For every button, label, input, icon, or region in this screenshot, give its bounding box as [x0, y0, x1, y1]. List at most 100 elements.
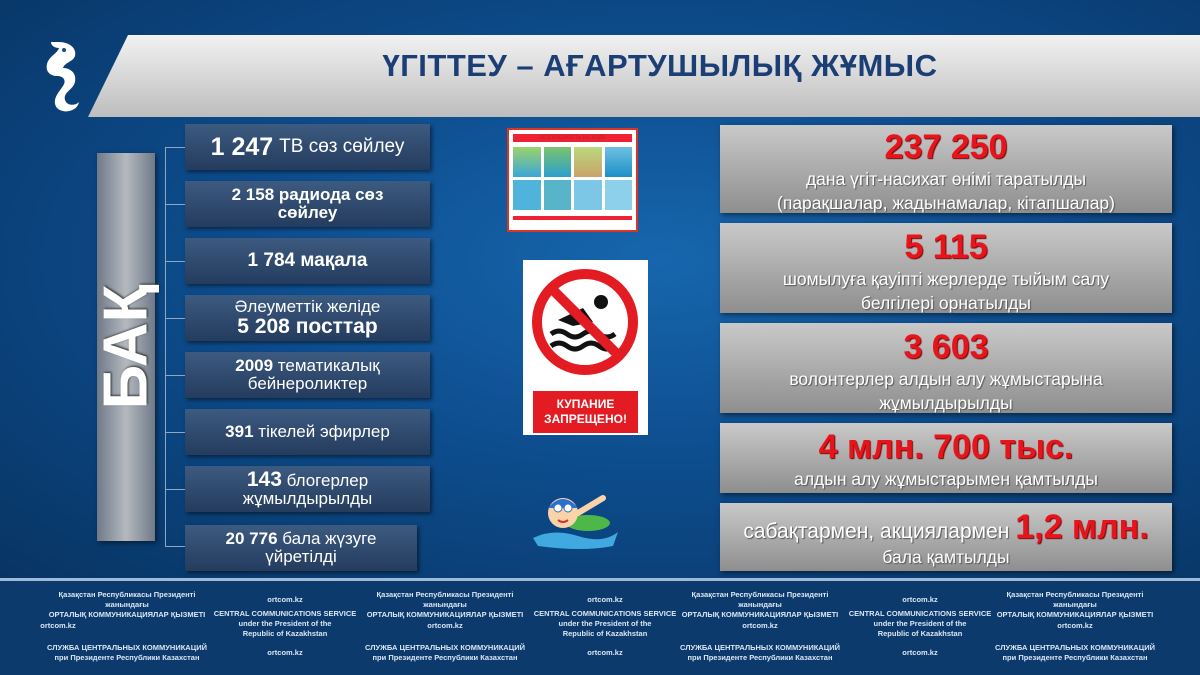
sign-text: КУПАНИЕ ЗАПРЕЩЕНО!: [533, 391, 638, 433]
stat-children-swim: 20 776 бала жүзуге үйретілді: [185, 525, 417, 571]
stat-text: мақала: [300, 250, 368, 271]
stat-text: жұмылдырылды: [879, 393, 1013, 413]
snow-leopard-logo-icon: [46, 42, 79, 112]
footer-site: ortcom.kz: [565, 648, 645, 658]
poster-title: БЕЗОПАСНОСТЬ НА ВОДЕ: [539, 135, 606, 141]
media-label: БАҚ: [91, 284, 161, 410]
stat-materials: 237 250 дана үгіт-насихат өнімі таратылд…: [720, 125, 1172, 213]
poster-images: [509, 141, 636, 216]
footer-line: ortcom.kz: [742, 621, 778, 630]
footer-line: СЛУЖБА ЦЕНТРАЛЬНЫХ КОММУНИКАЦИЙ: [46, 643, 207, 652]
footer-line: Republic of Kazakhstan: [562, 629, 648, 638]
footer: [0, 578, 1200, 675]
stat-number: 4 млн. 700 тыс.: [818, 428, 1074, 466]
footer-site: ortcom.kz: [880, 595, 960, 605]
stat-volunteers: 3 603 волонтерлер алдын алу жұмыстарына …: [720, 323, 1172, 413]
swimming-child-icon: [533, 495, 618, 549]
stat-signs: 5 115 шомылуға қауіпті жерлерде тыйым са…: [720, 223, 1172, 313]
stat-coverage: 4 млн. 700 тыс. алдын алу жұмыстарымен қ…: [720, 423, 1172, 493]
footer-line: ortcom.kz: [1057, 621, 1093, 630]
water-safety-poster: БЕЗОПАСНОСТЬ НА ВОДЕ: [507, 128, 638, 232]
footer-en-name: CENTRAL COMMUNICATIONS SERVICE under the …: [515, 609, 695, 639]
footer-line: при Президенте Республики Казахстан: [1002, 653, 1148, 662]
stat-number: 5 115: [904, 228, 988, 266]
footer-kz-name: Қазақстан Республикасы Президенті жанынд…: [37, 590, 217, 620]
stat-text: волонтерлер алдын алу жұмыстарына: [789, 369, 1103, 389]
stat-text: радиода сөз сөйлеу: [277, 185, 384, 222]
footer-line: CENTRAL COMMUNICATIONS SERVICE: [533, 609, 677, 618]
footer-line: Қазақстан Республикасы Президенті жанынд…: [376, 590, 514, 609]
stat-prefix: Әлеуметтік желіде: [234, 297, 381, 316]
footer-line: Қазақстан Республикасы Президенті жанынд…: [691, 590, 829, 609]
stat-social: Әлеуметтік желіде 5 208 посттар: [185, 295, 430, 341]
footer-line: ОРТАЛЫҚ КОММУНИКАЦИЯЛАР ҚЫЗМЕТІ: [996, 610, 1154, 619]
footer-line: under the President of the: [238, 619, 332, 628]
stat-text: ТВ сөз сөйлеу: [279, 136, 405, 157]
stat-text: посттар: [295, 315, 378, 338]
footer-site: ortcom.kz: [18, 621, 98, 631]
media-label-box: БАҚ: [92, 153, 161, 541]
connector: [165, 147, 185, 148]
stat-text: дана үгіт-насихат өнімі таратылды: [805, 169, 1087, 189]
footer-ru-name: СЛУЖБА ЦЕНТРАЛЬНЫХ КОММУНИКАЦИЙ при Прези…: [670, 643, 850, 663]
footer-line: CENTRAL COMMUNICATIONS SERVICE: [213, 609, 357, 618]
footer-line: ОРТАЛЫҚ КОММУНИКАЦИЯЛАР ҚЫЗМЕТІ: [681, 610, 839, 619]
stat-number: 2009: [235, 356, 274, 375]
footer-line: ortcom.kz: [267, 595, 303, 604]
stat-number: 391: [225, 422, 254, 441]
footer-line: ОРТАЛЫҚ КОММУНИКАЦИЯЛАР ҚЫЗМЕТІ: [48, 610, 206, 619]
stat-text: блогерлер жұмылдырылды: [242, 470, 373, 508]
stat-text: бала жүзуге үйретілді: [265, 529, 377, 566]
poster-header-bar: [513, 134, 632, 142]
connector: [165, 432, 185, 433]
stat-number: 143: [246, 467, 282, 491]
stat-number: 237 250: [884, 128, 1008, 166]
stat-text: алдын алу жұмыстарымен қамтылды: [794, 469, 1098, 489]
connector: [165, 546, 185, 547]
stat-articles: 1 784 мақала: [185, 238, 430, 284]
stat-text: шомылуға қауіпті жерлерде тыйым салу: [782, 269, 1110, 289]
footer-line: Republic of Kazakhstan: [877, 629, 963, 638]
footer-line: ortcom.kz: [267, 648, 303, 657]
stat-prefix: сабақтармен, акциялармен: [743, 520, 1010, 543]
stat-number: 5 208: [237, 315, 290, 338]
footer-line: при Президенте Республики Казахстан: [54, 653, 200, 662]
footer-kz-name: Қазақстан Республикасы Президенті жанынд…: [985, 590, 1165, 620]
stat-number: 2 158: [231, 185, 275, 204]
footer-line: ОРТАЛЫҚ КОММУНИКАЦИЯЛАР ҚЫЗМЕТІ: [366, 610, 524, 619]
footer-site: ortcom.kz: [565, 595, 645, 605]
stat-radio: 2 158 радиода сөз сөйлеу: [185, 181, 430, 227]
no-swimming-icon: [532, 269, 638, 375]
footer-site: ortcom.kz: [880, 648, 960, 658]
footer-line: Republic of Kazakhstan: [242, 629, 328, 638]
footer-line: Қазақстан Республикасы Президенті жанынд…: [58, 590, 196, 609]
footer-line: ortcom.kz: [587, 595, 623, 604]
stat-live: 391 тікелей эфирлер: [185, 409, 430, 455]
footer-site: ortcom.kz: [1035, 621, 1115, 631]
footer-kz-name: Қазақстан Республикасы Президенті жанынд…: [355, 590, 535, 620]
stat-text: белгілері орнатылды: [861, 293, 1031, 313]
footer-line: СЛУЖБА ЦЕНТРАЛЬНЫХ КОММУНИКАЦИЙ: [994, 643, 1155, 652]
page-title: ҮГІТТЕУ – АҒАРТУШЫЛЫҚ ЖҰМЫС: [382, 48, 938, 83]
footer-site: ortcom.kz: [245, 595, 325, 605]
footer-line: ortcom.kz: [40, 621, 76, 630]
footer-ru-name: СЛУЖБА ЦЕНТРАЛЬНЫХ КОММУНИКАЦИЙ при Прези…: [355, 643, 535, 663]
stat-number: 3 603: [903, 328, 989, 366]
footer-line: Қазақстан Республикасы Президенті жанынд…: [1006, 590, 1144, 609]
stat-bloggers: 143 блогерлер жұмылдырылды: [185, 466, 430, 512]
footer-site: ortcom.kz: [405, 621, 485, 631]
stat-number: 1,2 млн.: [1015, 508, 1149, 546]
connector-line: [165, 147, 166, 547]
connector: [165, 489, 185, 490]
footer-line: ortcom.kz: [902, 595, 938, 604]
footer-ru-name: СЛУЖБА ЦЕНТРАЛЬНЫХ КОММУНИКАЦИЙ при Прези…: [37, 643, 217, 663]
footer-site: ortcom.kz: [720, 621, 800, 631]
footer-line: ortcom.kz: [902, 648, 938, 657]
footer-line: СЛУЖБА ЦЕНТРАЛЬНЫХ КОММУНИКАЦИЙ: [364, 643, 525, 652]
footer-line: при Президенте Республики Казахстан: [687, 653, 833, 662]
footer-line: under the President of the: [873, 619, 967, 628]
footer-line: under the President of the: [558, 619, 652, 628]
connector: [165, 375, 185, 376]
connector: [165, 261, 185, 262]
title-banner: [88, 35, 1200, 117]
